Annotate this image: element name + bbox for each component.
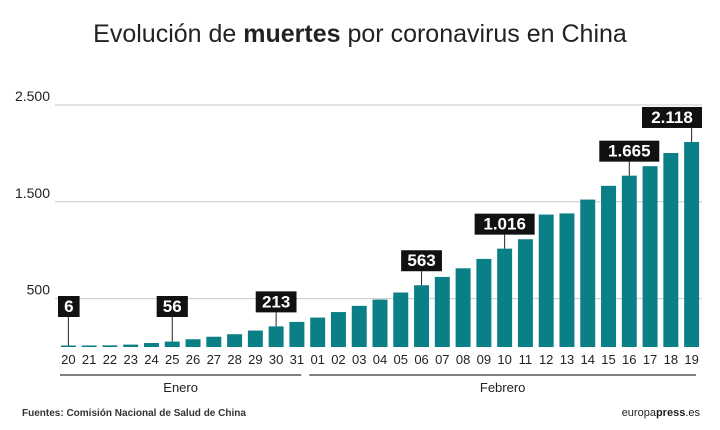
bar <box>310 317 326 347</box>
bar <box>580 199 596 347</box>
x-tick-label: 22 <box>103 352 117 367</box>
source-note: Fuentes: Comisión Nacional de Salud de C… <box>22 408 246 419</box>
x-tick-label: 08 <box>456 352 470 367</box>
brand-logo: europapress.es <box>622 407 700 419</box>
x-tick-label: 15 <box>601 352 615 367</box>
x-tick-label: 17 <box>643 352 657 367</box>
y-tick-label: 1.500 <box>15 185 50 201</box>
x-tick-label: 19 <box>684 352 698 367</box>
title-bold: muertes <box>243 20 341 48</box>
brand-part1: europa <box>621 407 656 419</box>
x-tick-label: 26 <box>186 352 200 367</box>
brand-part3: .es <box>685 407 700 419</box>
month-group-label: Enero <box>163 380 198 395</box>
callout-box <box>401 250 442 272</box>
x-tick-label: 31 <box>290 352 304 367</box>
bar <box>621 175 637 347</box>
title-suffix: por coronavirus en China <box>340 20 627 48</box>
x-tick-label: 18 <box>664 352 678 367</box>
bar-chart: 500 1.500 2.500 20 21 22 23 24 25 26 27 28 29 30 31 01 0… <box>15 88 702 395</box>
bar <box>497 248 513 347</box>
y-tick-label: 2.500 <box>15 88 50 104</box>
x-tick-label: 24 <box>144 352 158 367</box>
bar <box>455 268 471 347</box>
x-tick-label: 16 <box>622 352 636 367</box>
month-group-label: Febrero <box>480 380 526 395</box>
x-tick-label: 07 <box>435 352 449 367</box>
bar <box>102 345 118 347</box>
x-tick-label: 23 <box>123 352 137 367</box>
callout-box <box>58 296 80 317</box>
bar <box>123 344 139 347</box>
x-tick-label: 13 <box>560 352 574 367</box>
data-label: 1.665 <box>608 142 651 161</box>
x-tick-label: 01 <box>310 352 324 367</box>
bar <box>476 258 492 347</box>
data-label: 1.016 <box>483 215 526 234</box>
bar <box>206 336 222 347</box>
bar <box>268 326 284 347</box>
data-label: 563 <box>407 251 435 270</box>
bar <box>601 185 616 347</box>
bar <box>247 330 263 347</box>
x-tick-label: 30 <box>269 352 283 367</box>
bar <box>81 345 97 347</box>
x-tick-label: 10 <box>497 352 511 367</box>
x-tick-label: 09 <box>477 352 491 367</box>
x-tick-label: 25 <box>165 352 179 367</box>
bar <box>185 339 201 347</box>
bar <box>351 305 367 347</box>
brand-part2: press <box>655 407 686 419</box>
x-tick-label: 06 <box>414 352 428 367</box>
data-label: 56 <box>163 297 182 316</box>
bar <box>393 292 409 347</box>
x-tick-label: 05 <box>394 352 408 367</box>
x-tick-label: 20 <box>61 352 75 367</box>
data-label: 2.118 <box>651 108 693 127</box>
bar <box>164 341 180 347</box>
callout-box <box>255 291 297 313</box>
bar <box>372 299 388 347</box>
x-tick-label: 03 <box>352 352 366 367</box>
x-tick-label: 12 <box>539 352 553 367</box>
x-tick-label: 28 <box>227 352 241 367</box>
x-tick-label: 29 <box>248 352 262 367</box>
bar <box>289 321 305 347</box>
x-tick-label: 21 <box>82 352 96 367</box>
bar <box>559 213 575 347</box>
title-prefix: Evolución de <box>93 20 244 48</box>
bar <box>538 214 554 347</box>
bar <box>434 276 450 347</box>
callout-box <box>599 140 660 162</box>
bar <box>330 312 346 347</box>
data-label: 6 <box>64 297 73 316</box>
y-tick-label: 500 <box>27 282 51 298</box>
x-tick-label: 02 <box>331 352 345 367</box>
bar <box>60 345 76 347</box>
bar <box>517 239 533 347</box>
bar <box>144 343 159 347</box>
bar <box>642 166 658 347</box>
callout-box <box>642 106 702 128</box>
data-label: 213 <box>262 292 290 311</box>
bar <box>684 141 700 347</box>
x-tick-label: 27 <box>207 352 221 367</box>
x-tick-label: 04 <box>373 352 387 367</box>
x-tick-label: 11 <box>519 352 533 367</box>
callout-box <box>156 296 188 317</box>
bar <box>663 153 679 347</box>
chart-title: Evolución de muertes por coronavirus en … <box>0 20 720 49</box>
bar <box>414 285 430 347</box>
x-tick-label: 14 <box>581 352 595 367</box>
bar <box>227 334 243 347</box>
callout-box <box>474 213 535 235</box>
